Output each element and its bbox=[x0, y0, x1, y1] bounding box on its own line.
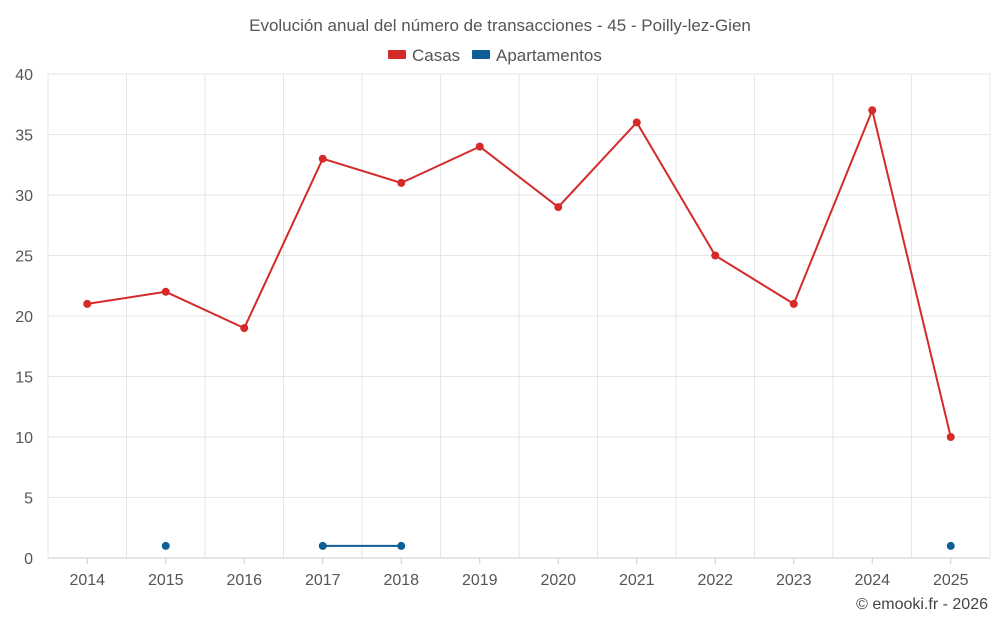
series-line-segment-casas bbox=[792, 109, 874, 305]
series-line-segment-casas bbox=[478, 145, 560, 209]
x-tick-label: 2025 bbox=[933, 572, 969, 589]
credit-text: © emooki.fr - 2026 bbox=[856, 596, 988, 613]
y-tick-label: 15 bbox=[15, 370, 33, 387]
x-tick-label: 2017 bbox=[305, 572, 341, 589]
data-point-casas-2024[interactable] bbox=[868, 106, 877, 115]
y-tick-label: 25 bbox=[15, 249, 33, 266]
x-tick-label: 2014 bbox=[69, 572, 105, 589]
x-tick-label: 2016 bbox=[226, 572, 262, 589]
series-line-segment-casas bbox=[164, 290, 246, 330]
data-point-apartamentos-2017[interactable] bbox=[318, 541, 327, 550]
data-point-casas-2021[interactable] bbox=[632, 118, 641, 127]
data-point-apartamentos-2018[interactable] bbox=[397, 541, 406, 550]
series-layer bbox=[83, 106, 955, 550]
data-point-casas-2020[interactable] bbox=[554, 203, 563, 212]
series-casas bbox=[83, 106, 955, 441]
legend-swatch-casas bbox=[388, 50, 406, 59]
series-line-segment-casas bbox=[86, 290, 167, 305]
x-gridlines bbox=[47, 74, 991, 558]
data-point-casas-2015[interactable] bbox=[161, 287, 170, 296]
y-tick-label: 20 bbox=[15, 309, 33, 326]
x-axis-ticks: 2014 2015 2016 2017 2018 2019 2020 2021 2022 2023… bbox=[69, 558, 969, 589]
series-line-segment-casas bbox=[243, 157, 324, 330]
y-tick-label: 10 bbox=[15, 430, 33, 447]
data-point-casas-2018[interactable] bbox=[397, 178, 406, 187]
x-tick-label: 2022 bbox=[697, 572, 733, 589]
series-line-segment-casas bbox=[400, 145, 481, 184]
x-tick-label: 2018 bbox=[383, 572, 419, 589]
y-tick-label: 30 bbox=[15, 188, 33, 205]
data-point-casas-2016[interactable] bbox=[240, 324, 249, 333]
y-tick-label: 35 bbox=[15, 128, 33, 145]
legend-label-apartamentos[interactable]: Apartamentos bbox=[496, 46, 602, 65]
data-point-casas-2017[interactable] bbox=[318, 154, 327, 163]
data-point-apartamentos-2025[interactable] bbox=[946, 541, 955, 550]
x-tick-label: 2021 bbox=[619, 572, 655, 589]
x-tick-label: 2020 bbox=[540, 572, 576, 589]
legend-swatch-apartamentos bbox=[472, 50, 490, 59]
legend-label-casas[interactable]: Casas bbox=[412, 46, 460, 65]
series-line-segment-casas bbox=[871, 109, 952, 438]
data-point-casas-2022[interactable] bbox=[711, 251, 720, 260]
series-line-segment-casas bbox=[321, 157, 403, 184]
y-tick-label: 5 bbox=[24, 491, 33, 508]
x-tick-label: 2019 bbox=[462, 572, 498, 589]
y-tick-label: 0 bbox=[24, 551, 33, 568]
y-axis-ticks: 0 5 10 15 20 25 30 35 40 bbox=[15, 67, 33, 568]
series-line-segment-casas bbox=[714, 254, 795, 305]
data-point-casas-2019[interactable] bbox=[475, 142, 484, 151]
x-tick-label: 2024 bbox=[854, 572, 890, 589]
data-point-casas-2023[interactable] bbox=[789, 299, 798, 308]
data-point-casas-2025[interactable] bbox=[946, 433, 955, 441]
legend: Casas Apartamentos bbox=[388, 46, 602, 65]
series-line-segment-casas bbox=[635, 121, 717, 257]
data-point-casas-2014[interactable] bbox=[83, 299, 92, 308]
chart-title: Evolución anual del número de transaccio… bbox=[249, 16, 751, 35]
data-point-apartamentos-2015[interactable] bbox=[161, 541, 170, 550]
series-line-segment-casas bbox=[557, 121, 638, 209]
x-tick-label: 2023 bbox=[776, 572, 812, 589]
y-tick-label: 40 bbox=[15, 67, 33, 84]
x-tick-label: 2015 bbox=[148, 572, 184, 589]
series-apartamentos bbox=[161, 541, 955, 550]
